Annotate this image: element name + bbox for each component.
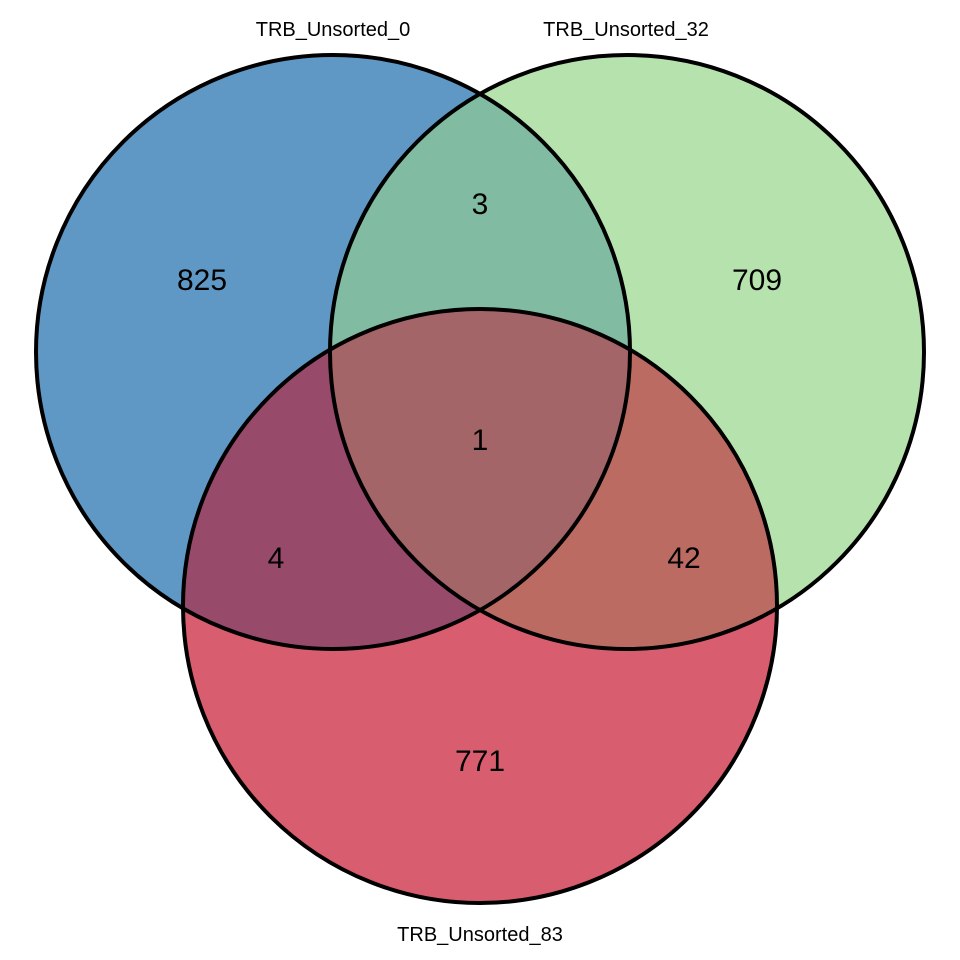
count-bc: 42 (667, 542, 700, 575)
set-b-outline (328, 53, 926, 651)
set-c-outline (181, 307, 779, 905)
count-abc: 1 (472, 424, 489, 457)
set-a-label: TRB_Unsorted_0 (256, 19, 411, 41)
set-c-label: TRB_Unsorted_83 (397, 924, 563, 946)
count-c-only: 771 (455, 745, 505, 778)
count-ac: 4 (268, 542, 285, 575)
count-b-only: 709 (732, 264, 782, 297)
set-b-label: TRB_Unsorted_32 (543, 19, 709, 41)
count-a-only: 825 (177, 264, 227, 297)
set-a-outline (34, 53, 632, 651)
count-ab: 3 (472, 188, 489, 221)
